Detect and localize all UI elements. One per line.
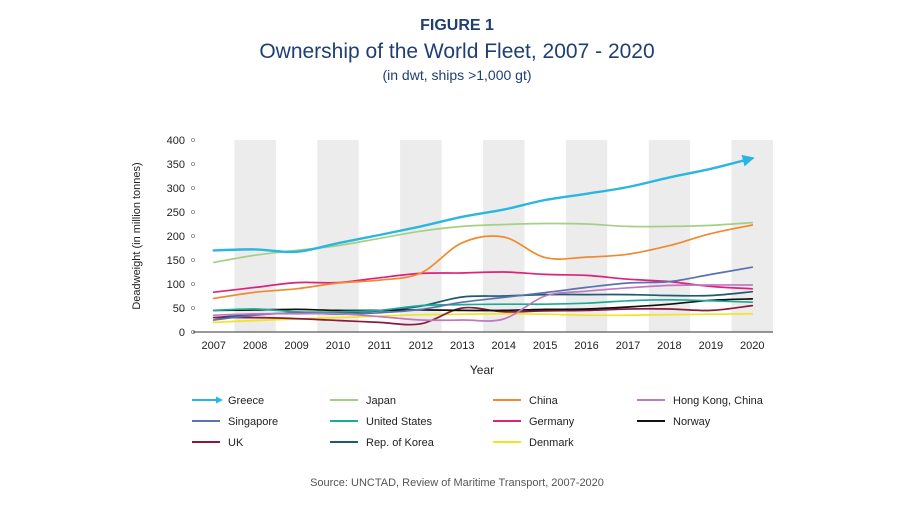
legend-item-denmark: Denmark	[493, 437, 574, 449]
x-tick-label: 2014	[491, 340, 515, 352]
grid-band	[731, 140, 773, 332]
legend-label: Rep. of Korea	[366, 437, 435, 449]
grid-band	[400, 140, 442, 332]
y-tick-label: 400	[167, 135, 185, 147]
grid-band	[565, 140, 608, 332]
source-note: Source: UNCTAD, Review of Maritime Trans…	[310, 477, 604, 489]
legend-item-uk: UK	[192, 437, 244, 449]
y-tick-label: 250	[167, 207, 185, 219]
legend-item-norway: Norway	[637, 416, 711, 428]
legend-label: Hong Kong, China	[673, 395, 764, 407]
legend-label: UK	[228, 437, 244, 449]
x-tick-label: 2012	[409, 340, 433, 352]
legend-label: Japan	[366, 395, 396, 407]
x-axis-title: Year	[470, 363, 494, 377]
x-tick-label: 2009	[284, 340, 308, 352]
x-tick-label: 2007	[201, 340, 225, 352]
legend-item-hong-kong-china: Hong Kong, China	[637, 395, 764, 407]
grid-bands	[234, 140, 773, 332]
figure-label: FIGURE 1	[420, 17, 494, 34]
y-tick-label: 300	[167, 183, 185, 195]
legend-label: Greece	[228, 395, 264, 407]
x-tick-label: 2010	[326, 340, 350, 352]
y-tick-mark	[190, 257, 195, 262]
series-line-hong-kong-china	[212, 284, 754, 322]
legend-label: Denmark	[529, 437, 574, 449]
x-axis: 2007 2008 2009 2010 2011 2012 2013 2014 2015 2016…	[193, 331, 773, 352]
x-tick-label: 2013	[450, 340, 474, 352]
chart-title: Ownership of the World Fleet, 2007 - 202…	[259, 40, 654, 63]
legend-item-japan: Japan	[330, 395, 396, 407]
series-line-china	[212, 224, 754, 300]
series-line-singapore	[212, 266, 754, 321]
y-tick-mark	[190, 161, 195, 166]
y-tick-mark	[190, 185, 195, 190]
x-tick-label: 2020	[740, 340, 764, 352]
x-tick-label: 2015	[533, 340, 557, 352]
y-tick-label: 150	[167, 255, 185, 267]
legend-item-greece: Greece	[192, 395, 264, 407]
series-line-uk	[212, 304, 754, 326]
legend-label: China	[529, 395, 559, 407]
legend-label: Singapore	[228, 416, 278, 428]
legend-label: United States	[366, 416, 433, 428]
legend-label: Germany	[529, 416, 575, 428]
x-tick-label: 2016	[574, 340, 598, 352]
x-tick-label: 2017	[616, 340, 640, 352]
y-tick-label: 350	[167, 159, 185, 171]
series-line-greece	[212, 154, 755, 254]
legend-item-germany: Germany	[493, 416, 575, 428]
series-line-japan	[212, 221, 754, 264]
y-tick-mark	[190, 209, 195, 214]
y-tick-label: 0	[179, 327, 185, 339]
y-axis: 0 50 100 150 200 250 300 350 400	[167, 135, 195, 339]
legend: Greece Japan China Hong Kong, China Singapor…	[192, 395, 764, 449]
y-tick-label: 100	[167, 279, 185, 291]
y-axis-title: Deadweight (in million tonnes)	[131, 162, 143, 309]
arrow-icon	[216, 396, 223, 404]
legend-item-china: China	[493, 395, 559, 407]
legend-label: Norway	[673, 416, 711, 428]
y-tick-label: 50	[173, 303, 185, 315]
legend-item-rep-of-korea: Rep. of Korea	[330, 437, 435, 449]
series-line-united-states	[212, 298, 754, 313]
grid-band	[317, 140, 359, 332]
x-tick-label: 2018	[657, 340, 681, 352]
x-tick-label: 2008	[243, 340, 267, 352]
chart-subtitle: (in dwt, ships >1,000 gt)	[382, 67, 531, 83]
y-tick-label: 200	[167, 231, 185, 243]
y-tick-mark	[190, 137, 195, 142]
grid-band	[234, 140, 276, 332]
y-tick-mark	[190, 281, 195, 286]
x-tick-label: 2011	[368, 340, 392, 352]
legend-item-singapore: Singapore	[192, 416, 278, 428]
y-tick-mark	[190, 233, 195, 238]
y-tick-mark	[190, 305, 195, 310]
x-tick-label: 2019	[699, 340, 723, 352]
series-line-norway	[212, 298, 754, 312]
series-lines	[212, 154, 755, 326]
legend-item-united-states: United States	[330, 416, 433, 428]
